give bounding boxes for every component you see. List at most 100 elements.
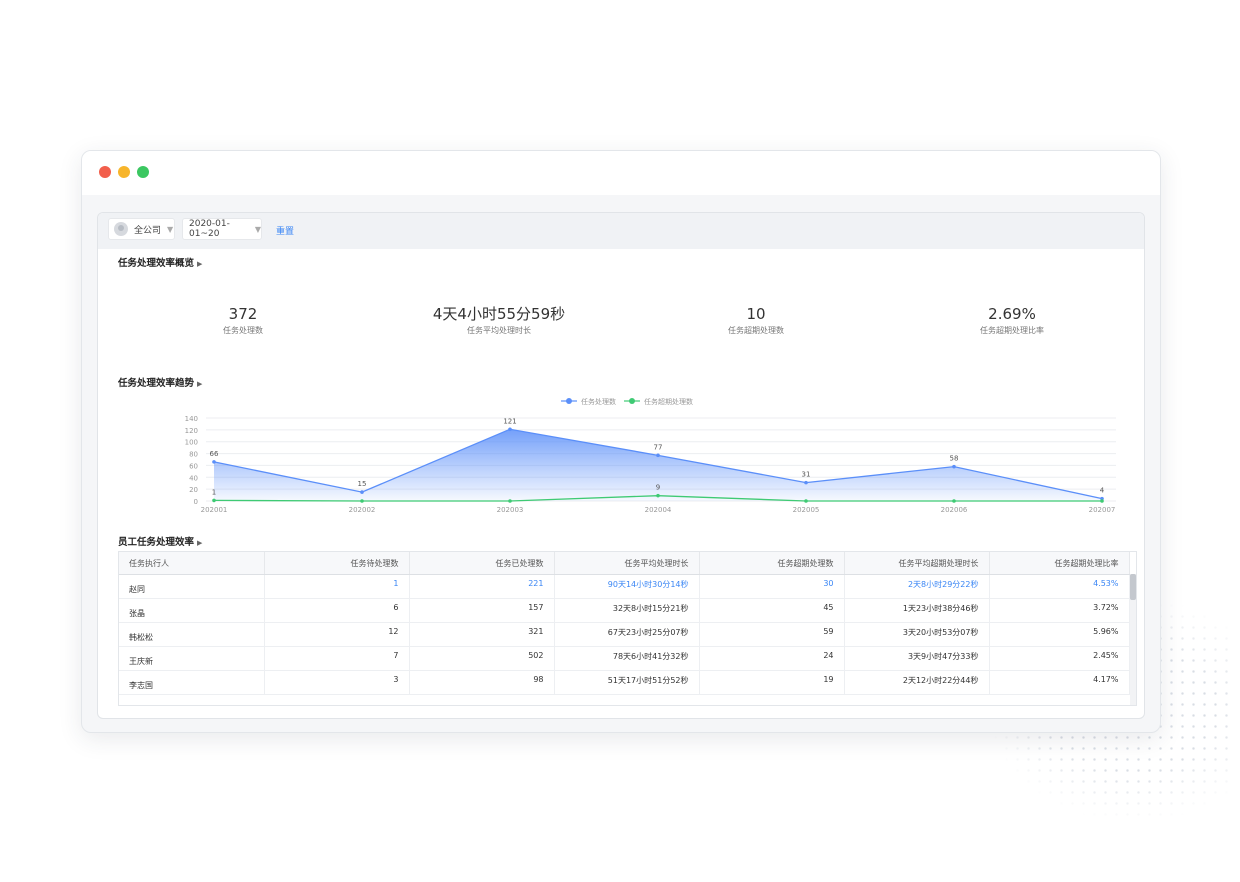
column-header[interactable]: 任务超期处理数 <box>699 552 845 575</box>
data-point <box>952 464 956 469</box>
date-range-select[interactable]: 2020-01-01~20 ▼ <box>182 218 262 240</box>
app-window: 全公司 ▼ 2020-01-01~20 ▼ 重置 任务处理效率概览 ▶ 372 任… <box>81 150 1161 733</box>
x-tick-label: 202007 <box>1089 506 1116 514</box>
column-header[interactable]: 任务平均处理时长 <box>554 552 700 575</box>
table-cell: 157 <box>409 598 555 623</box>
data-point <box>212 460 216 464</box>
legend-swatch-dot <box>566 398 572 404</box>
table-cell: 2天12小时22分44秒 <box>844 670 990 695</box>
data-point <box>804 480 808 485</box>
employee-title-text: 员工任务处理效率 <box>118 537 195 548</box>
y-tick-label: 120 <box>185 427 198 435</box>
x-tick-label: 202003 <box>497 506 524 514</box>
table-cell[interactable]: 2天8小时29分22秒 <box>844 574 990 599</box>
kpi-label: 任务超期处理数 <box>728 326 784 335</box>
table-row[interactable]: 王庆新 7 502 78天6小时41分32秒 24 3天9小时47分33秒 2.… <box>119 646 1130 671</box>
table-cell-name: 王庆新 <box>119 646 265 671</box>
close-window-icon[interactable] <box>99 166 111 178</box>
y-tick-label: 40 <box>189 474 198 482</box>
table-row[interactable]: 李志国 3 98 51天17小时51分52秒 19 2天12小时22分44秒 4… <box>119 670 1130 695</box>
kpi-avg-duration: 4天4小时55分59秒 任务平均处理时长 <box>374 305 624 336</box>
legend-label: 任务超期处理数 <box>644 397 693 406</box>
column-header[interactable]: 任务超期处理比率 <box>989 552 1130 575</box>
data-label: 31 <box>802 471 811 479</box>
table-cell-name: 赵同 <box>119 574 265 599</box>
table-row[interactable]: 韩松松 12 321 67天23小时25分07秒 59 3天20小时53分07秒… <box>119 622 1130 647</box>
kpi-overdue-ratio: 2.69% 任务超期处理比率 <box>887 305 1137 336</box>
chevron-down-icon: ▼ <box>167 224 174 234</box>
table-cell-name: 李志国 <box>119 670 265 695</box>
table-cell-name: 张晶 <box>119 598 265 623</box>
kpi-value: 4天4小时55分59秒 <box>432 305 566 323</box>
data-point <box>656 453 660 458</box>
table-cell: 502 <box>409 646 555 671</box>
table-cell: 3 <box>264 670 410 695</box>
table-header-row: 任务执行人 任务待处理数 任务已处理数 任务平均处理时长 任务超期处理数 任务平… <box>119 552 1130 575</box>
table-cell[interactable]: 30 <box>699 574 845 599</box>
x-tick-label: 202004 <box>645 506 672 514</box>
table-cell[interactable]: 90天14小时30分14秒 <box>554 574 700 599</box>
kpi-value: 10 <box>746 305 766 323</box>
data-point <box>804 499 808 503</box>
kpi-value: 2.69% <box>988 305 1036 323</box>
table-cell: 6 <box>264 598 410 623</box>
reset-link[interactable]: 重置 <box>276 227 295 237</box>
company-select[interactable]: 全公司 ▼ <box>108 218 175 240</box>
x-tick-label: 202006 <box>941 506 968 514</box>
table-row[interactable]: 赵同 1 221 90天14小时30分14秒 30 2天8小时29分22秒 4.… <box>119 574 1130 599</box>
employee-section-title[interactable]: 员工任务处理效率 ▶ <box>118 534 202 548</box>
data-label: 66 <box>210 450 219 458</box>
table-cell[interactable]: 4.53% <box>989 574 1130 599</box>
data-label: 9 <box>656 484 660 492</box>
column-header[interactable]: 任务平均超期处理时长 <box>844 552 990 575</box>
trend-chart: 0 20 40 60 80 100 120 140 202001 202002 202003 2020… <box>185 397 1116 514</box>
data-label: 15 <box>358 480 367 488</box>
table-scrollbar-track[interactable] <box>1130 574 1136 705</box>
minimize-window-icon[interactable] <box>118 166 130 178</box>
table-cell: 19 <box>699 670 845 695</box>
column-header[interactable]: 任务执行人 <box>119 552 265 575</box>
table-cell: 1天23小时38分46秒 <box>844 598 990 623</box>
data-point <box>952 499 956 503</box>
company-select-value: 全公司 <box>134 225 162 236</box>
y-tick-label: 140 <box>185 415 198 423</box>
kpi-label: 任务超期处理比率 <box>980 326 1044 335</box>
trend-section-title[interactable]: 任务处理效率趋势 ▶ <box>118 375 202 389</box>
kpi-task-count: 372 任务处理数 <box>118 305 368 336</box>
chevron-down-icon: ▼ <box>254 224 261 234</box>
overview-section-title[interactable]: 任务处理效率概览 ▶ <box>118 255 202 269</box>
legend-swatch-dot <box>629 398 635 404</box>
data-label: 77 <box>654 443 663 451</box>
column-header[interactable]: 任务待处理数 <box>264 552 410 575</box>
employee-table: 任务执行人 任务待处理数 任务已处理数 任务平均处理时长 任务超期处理数 任务平… <box>119 552 1130 695</box>
data-label: 1 <box>212 488 216 496</box>
data-point <box>656 493 660 498</box>
kpi-label: 任务处理数 <box>223 326 263 335</box>
legend-label: 任务处理数 <box>581 397 616 406</box>
data-point <box>212 498 216 503</box>
date-range-value: 2020-01-01~20 <box>189 219 230 239</box>
y-tick-label: 20 <box>189 486 198 494</box>
trend-title-text: 任务处理效率趋势 <box>118 378 195 389</box>
table-cell[interactable]: 221 <box>409 574 555 599</box>
table-cell: 59 <box>699 622 845 647</box>
x-tick-label: 202005 <box>793 506 820 514</box>
table-cell: 32天8小时15分21秒 <box>554 598 700 623</box>
column-header[interactable]: 任务已处理数 <box>409 552 555 575</box>
table-cell: 5.96% <box>989 622 1130 647</box>
table-cell: 45 <box>699 598 845 623</box>
kpi-overdue-count: 10 任务超期处理数 <box>631 305 881 336</box>
table-cell: 98 <box>409 670 555 695</box>
maximize-window-icon[interactable] <box>137 166 149 178</box>
table-cell-name: 韩松松 <box>119 622 265 647</box>
table-scrollbar-thumb[interactable] <box>1130 574 1136 600</box>
table-row[interactable]: 张晶 6 157 32天8小时15分21秒 45 1天23小时38分46秒 3.… <box>119 598 1130 623</box>
table-cell: 3天9小时47分33秒 <box>844 646 990 671</box>
y-tick-label: 0 <box>194 498 198 506</box>
table-cell[interactable]: 1 <box>264 574 410 599</box>
caret-right-icon: ▶ <box>197 260 203 268</box>
y-tick-label: 80 <box>189 451 198 459</box>
data-point <box>508 427 512 432</box>
data-point <box>1100 499 1104 503</box>
series-area <box>214 429 1102 501</box>
